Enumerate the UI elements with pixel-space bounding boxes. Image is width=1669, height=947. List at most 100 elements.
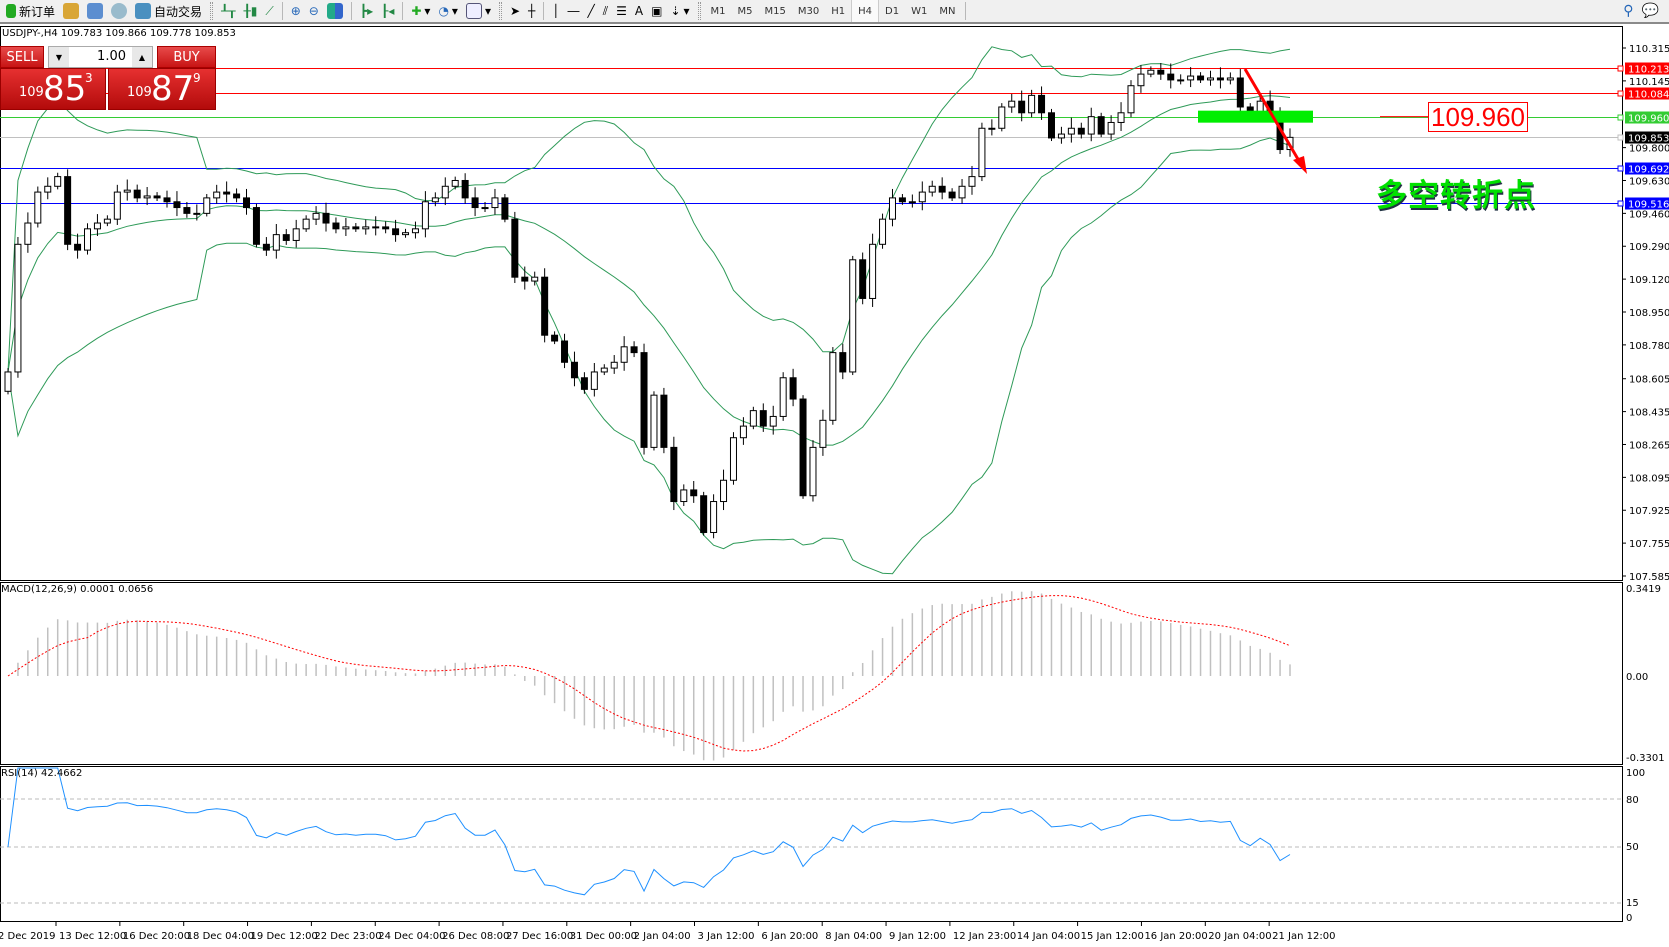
bear-candle [561, 340, 569, 363]
equidistant-channel-icon: ⫽ [602, 3, 609, 18]
lot-input[interactable]: 1.00 [97, 49, 126, 64]
bull-candle [610, 361, 618, 369]
candlestick-button[interactable]: ╂▮ [239, 0, 261, 22]
toolbar: 新订单 自动交易 ┸┰ ╂▮ ⟋ ⊕ ⊖ ┣▸ ┠◂ ✚ ▾ ◔ ▾ ▾ ➤ ┼ │… [0, 0, 1669, 24]
timeframe-h1[interactable]: H1 [831, 5, 846, 17]
bear-candle [223, 191, 231, 195]
fibonacci-button[interactable]: ☰ [612, 0, 631, 22]
timeframe-h4[interactable]: H4 [851, 0, 880, 22]
navigator-button[interactable] [83, 0, 107, 22]
bull-candle [451, 179, 459, 187]
bull-candle [491, 197, 499, 209]
periods-button[interactable]: ◔ ▾ [438, 4, 458, 18]
time-label: 2 Jan 04:00 [634, 931, 691, 942]
cursor-icon: ➤ [509, 4, 521, 18]
market-watch-button[interactable] [59, 0, 83, 22]
bar-chart-button[interactable]: ┸┰ [217, 0, 239, 22]
time-label: 16 Dec 20:00 [123, 931, 190, 942]
timeframe-mn[interactable]: MN [939, 5, 956, 17]
bull-candle [1137, 73, 1145, 87]
bear-candle [859, 259, 867, 299]
timeframe-m5[interactable]: M5 [737, 5, 753, 17]
buy-price[interactable]: 109 87 9 [108, 68, 216, 110]
bull-candle [908, 201, 916, 204]
bear-candle [690, 489, 698, 497]
sell-price[interactable]: 109 85 3 [0, 68, 106, 110]
bull-candle [1147, 69, 1155, 75]
bear-candle [570, 361, 578, 379]
search-button[interactable]: ⚲ [1619, 0, 1637, 22]
bull-candle [441, 185, 449, 199]
price-tick-label: 108.605 [1629, 375, 1669, 386]
indicators-button[interactable]: ✚ ▾ [411, 4, 431, 18]
auto-trading-button[interactable]: 自动交易 [131, 0, 206, 22]
signal-button[interactable] [107, 0, 131, 22]
bull-candle [769, 415, 777, 427]
bull-candle [739, 425, 747, 439]
templates-button[interactable]: ▾ [462, 0, 495, 22]
chat-button[interactable]: 💬 [1638, 0, 1663, 22]
vertical-line-button[interactable]: │ [548, 0, 563, 22]
cursor-button[interactable]: ➤ [506, 0, 524, 22]
arrows-button[interactable]: ⇣ ▾ [670, 4, 690, 18]
bear-candle [938, 185, 946, 193]
bear-candle [392, 228, 400, 236]
text-button[interactable]: A [631, 0, 647, 22]
lot-stepper[interactable]: ▼ 1.00 ▲ [48, 46, 153, 68]
bull-candle [888, 197, 896, 220]
level-marker [1617, 134, 1624, 141]
trendline-button[interactable]: ╱ [584, 0, 599, 22]
new-order-button[interactable]: 新订单 [2, 0, 59, 22]
sell-button[interactable]: SELL [0, 46, 44, 68]
level-marker [1617, 90, 1624, 97]
arrows-icon: ⇣ [670, 4, 681, 18]
bear-candle [839, 352, 847, 373]
bull-candle [84, 228, 92, 251]
zoom-in-button[interactable]: ⊕ [287, 0, 305, 22]
bull-candle [54, 176, 62, 187]
price-tick-label: 110.145 [1629, 77, 1669, 88]
bear-candle [580, 377, 588, 390]
buy-button[interactable]: BUY [157, 46, 216, 68]
tile-windows-button[interactable] [323, 0, 347, 22]
bear-candle [183, 207, 191, 214]
macd-label: MACD(12,26,9) 0.0001 0.0656 [1, 584, 154, 595]
time-label: 13 Dec 12:00 [59, 931, 126, 942]
equidistant-channel-button[interactable]: ⫽ [599, 0, 612, 22]
timeframe-m15[interactable]: M15 [764, 5, 786, 17]
chart-shift-button[interactable]: ┣▸ [356, 0, 377, 22]
bear-candle [1216, 77, 1224, 81]
toolbar-grip[interactable] [210, 2, 214, 20]
bull-candle [620, 346, 628, 363]
zoom-out-button[interactable]: ⊖ [305, 0, 323, 22]
bear-candle [332, 222, 340, 230]
price-tick-label: 108.095 [1629, 473, 1669, 484]
crosshair-button[interactable]: ┼ [524, 0, 539, 22]
autoscroll-button[interactable]: ┠◂ [377, 0, 398, 22]
timeframe-m30[interactable]: M30 [797, 5, 820, 17]
rsi-tick-label: 100 [1626, 768, 1645, 779]
time-label: 3 Jan 12:00 [698, 931, 755, 942]
candlestick-icon: ╂▮ [243, 4, 258, 18]
line-chart-button[interactable]: ⟋ [261, 0, 277, 22]
bull-candle [362, 226, 370, 230]
timeframe-d1[interactable]: D1 [885, 5, 900, 17]
navigator-icon [87, 3, 104, 19]
bear-candle [630, 346, 638, 354]
timeframe-w1[interactable]: W1 [911, 5, 928, 17]
rsi-tick-label: 15 [1626, 898, 1639, 909]
bull-candle [302, 218, 310, 230]
price-annotation-box[interactable]: 109.960 [1428, 102, 1528, 132]
time-label: 31 Dec 00:00 [570, 931, 637, 942]
text-label-button[interactable]: ▣ [647, 0, 666, 22]
turning-point-annotation[interactable]: 多空转折点 [1376, 178, 1536, 214]
bear-candle [789, 377, 797, 400]
bear-candle [262, 243, 270, 251]
price-tick-label: 109.460 [1629, 209, 1669, 220]
lot-increase-button[interactable]: ▲ [132, 47, 152, 67]
lot-decrease-button[interactable]: ▼ [49, 47, 69, 67]
bollinger-lower [7, 137, 1291, 575]
horizontal-line-button[interactable]: ― [564, 0, 584, 22]
timeframe-m1[interactable]: M1 [710, 5, 726, 17]
